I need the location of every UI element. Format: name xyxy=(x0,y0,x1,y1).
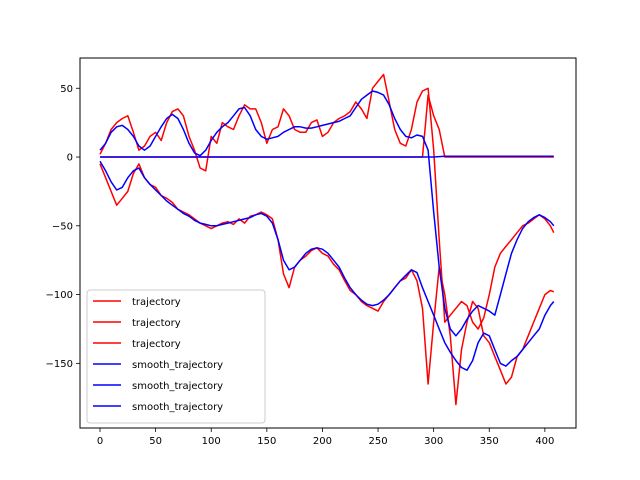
x-tick-label: 350 xyxy=(480,436,499,447)
legend: trajectory trajectory trajectory smooth_tra… xyxy=(86,289,266,424)
series-line-4-smooth-trajectory xyxy=(99,90,555,337)
x-tick-label: 400 xyxy=(535,436,554,447)
legend-label: smooth_trajectory xyxy=(132,360,223,371)
y-axis-ticks: 50 0 −50 −100 −150 xyxy=(46,84,80,370)
x-tick-label: 250 xyxy=(368,436,387,447)
x-tick-label: 0 xyxy=(97,436,103,447)
x-tick-label: 300 xyxy=(424,436,443,447)
y-tick-label: −100 xyxy=(46,290,73,301)
legend-label: smooth_trajectory xyxy=(132,402,223,413)
legend-label: trajectory xyxy=(132,339,181,350)
x-tick-label: 150 xyxy=(257,436,276,447)
axes-frame xyxy=(79,57,577,429)
x-tick-label: 50 xyxy=(149,436,162,447)
series-line-6-smooth-trajectory xyxy=(100,155,554,158)
x-tick-label: 100 xyxy=(202,436,221,447)
legend-label: trajectory xyxy=(132,297,181,308)
y-tick-label: 50 xyxy=(60,84,73,95)
legend-box xyxy=(86,289,266,424)
series-line-5-smooth-trajectory xyxy=(99,160,555,371)
plot-lines xyxy=(99,73,555,406)
x-axis-ticks: 0 50 100 150 200 250 300 350 400 xyxy=(97,428,554,447)
x-tick-label: 200 xyxy=(313,436,332,447)
y-tick-label: −150 xyxy=(46,359,73,370)
legend-label: smooth_trajectory xyxy=(132,381,223,392)
y-tick-label: 0 xyxy=(67,153,73,164)
series-line-1-trajectory xyxy=(99,73,555,330)
series-line-2-trajectory xyxy=(99,163,555,406)
y-tick-label: −50 xyxy=(52,221,73,232)
legend-label: trajectory xyxy=(132,318,181,329)
